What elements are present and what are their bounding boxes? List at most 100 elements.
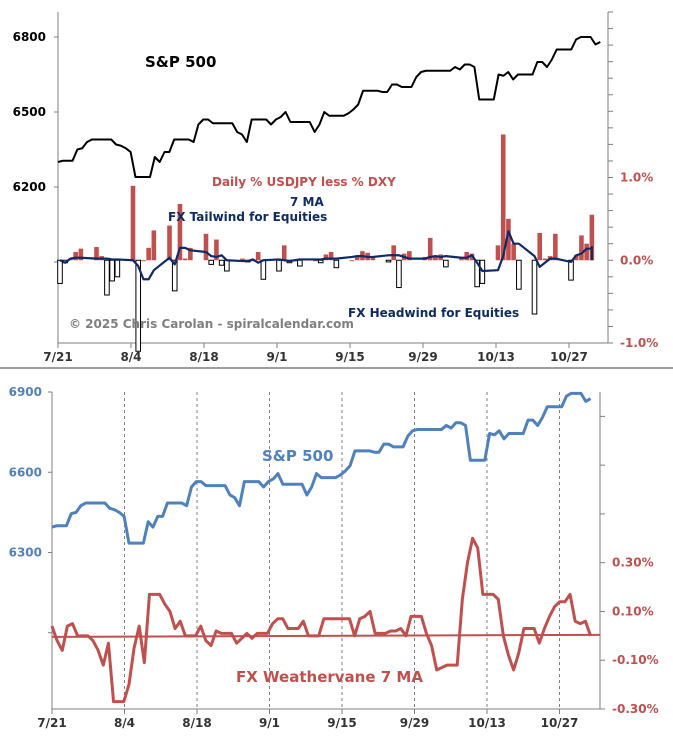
bar [135, 259, 142, 352]
x-tick-label: 10/13 [468, 716, 506, 730]
left-tick-label: 6200 [13, 180, 46, 194]
bar [589, 214, 595, 261]
bar [506, 218, 511, 261]
spx-line [51, 391, 592, 545]
bar [171, 259, 178, 292]
bar [224, 259, 230, 272]
bar [177, 203, 183, 261]
x-tick-label: 9/1 [259, 716, 280, 730]
copyright: © 2025 Chris Carolan - spiralcalendar.co… [69, 317, 354, 331]
spx-title: S&P 500 [145, 53, 216, 71]
left-tick-label: 6800 [13, 30, 46, 44]
ma-line [59, 230, 593, 281]
spx-line [57, 36, 601, 178]
bar [464, 251, 470, 261]
bar [474, 259, 480, 288]
bar [553, 233, 558, 261]
top-chart: 6200 6500 6800 -1.0% 0.0% 1.0% 7/21 8/4 8/18 9/1 9… [13, 11, 658, 364]
headwind-label: FX Headwind for Equities [348, 306, 519, 320]
bar [433, 256, 438, 261]
weathervane-line [50, 536, 592, 704]
spx-label: S&P 500 [262, 447, 333, 465]
bar [203, 233, 209, 261]
bar [167, 225, 172, 261]
bars-label: Daily % USDJPY less % DXY [212, 175, 396, 189]
bar [385, 259, 392, 263]
left-tick-label: 6900 [9, 385, 42, 399]
right-tick-label: 0.30% [612, 556, 654, 570]
bar [542, 258, 548, 261]
weathervane-label: FX Weathervane 7 MA [236, 668, 423, 686]
x-tick-label: 8/18 [182, 716, 211, 730]
ma-label: 7 MA [290, 195, 324, 209]
left-tick-label: 6300 [9, 546, 42, 560]
bar [313, 260, 318, 262]
bar [260, 259, 267, 280]
bar [573, 255, 579, 261]
right-tick-label: 1.0% [620, 171, 653, 185]
bar [407, 251, 412, 261]
bar [443, 259, 449, 268]
bar [94, 247, 99, 261]
right-tick-label: 0.0% [620, 253, 653, 267]
right-tick-label: -1.0% [620, 336, 658, 350]
x-tick-label: 7/21 [43, 350, 72, 364]
bar [276, 259, 282, 272]
x-tick-label: 9/1 [266, 350, 287, 364]
bar [218, 259, 225, 266]
x-tick-label: 8/4 [114, 716, 135, 730]
x-tick-label: 9/29 [400, 716, 429, 730]
bar [297, 259, 303, 267]
bar [151, 230, 157, 261]
right-tick-label: -0.30% [612, 702, 659, 716]
bar [537, 232, 543, 261]
left-tick-label: 6500 [13, 105, 46, 119]
bar [208, 259, 215, 265]
bar [354, 256, 360, 261]
bar [73, 251, 78, 261]
x-tick-label: 9/15 [335, 350, 364, 364]
bar [250, 260, 256, 262]
x-tick-label: 8/18 [189, 350, 218, 364]
x-tick-label: 9/29 [408, 350, 437, 364]
zero-reference-line [51, 633, 601, 638]
bar [495, 245, 501, 261]
bar [214, 239, 219, 261]
x-tick-label: 10/13 [477, 350, 515, 364]
bar [182, 258, 188, 261]
x-tick-label: 10/27 [541, 716, 579, 730]
bar [317, 259, 324, 264]
x-tick-label: 8/4 [120, 350, 141, 364]
bar [391, 245, 397, 261]
x-tick-label: 7/21 [37, 716, 66, 730]
bar [370, 256, 376, 261]
right-tick-label: 0.10% [612, 604, 654, 618]
bar [240, 258, 245, 261]
bar [349, 260, 355, 262]
bar [511, 243, 516, 261]
bar [516, 259, 522, 290]
x-tick-label: 10/27 [550, 350, 588, 364]
bar [109, 259, 115, 282]
bottom-chart: 6300 6600 6900 -0.30% -0.10% 0.10% 0.30% 7/21 8/… [9, 385, 659, 730]
bar [255, 251, 261, 261]
bar [500, 134, 506, 261]
bar [141, 260, 146, 262]
bar [459, 258, 464, 261]
bar [568, 259, 574, 281]
bar [396, 259, 402, 289]
bar [146, 247, 151, 261]
x-tick-label: 9/15 [327, 716, 356, 730]
bar [130, 185, 136, 261]
bar [427, 237, 433, 261]
bar [531, 259, 538, 315]
right-tick-label: -0.10% [612, 653, 659, 667]
bar [328, 251, 334, 261]
bar [281, 245, 287, 261]
bar [323, 254, 329, 261]
bar [188, 247, 193, 261]
left-tick-label: 6600 [9, 465, 42, 479]
bar [333, 259, 340, 269]
bar [57, 259, 63, 284]
